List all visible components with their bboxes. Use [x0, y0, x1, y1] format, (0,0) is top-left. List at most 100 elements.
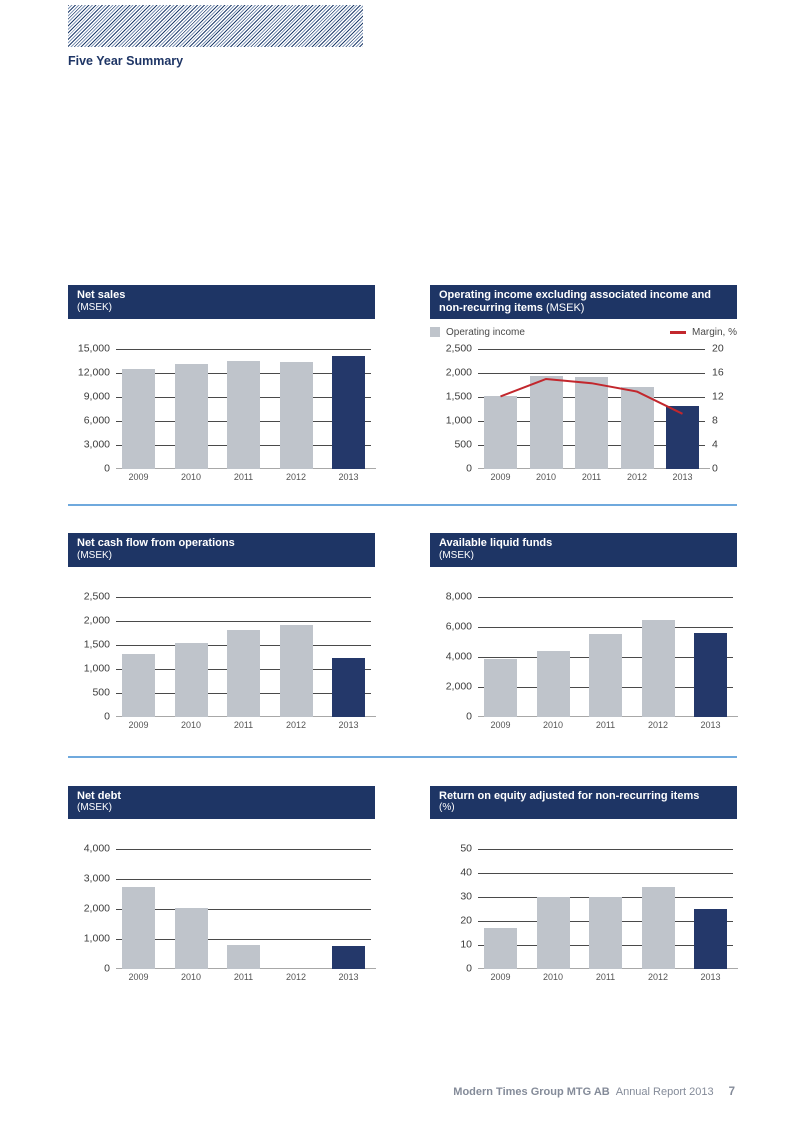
chart-title: Net cash flow from operations — [77, 537, 235, 549]
gridline — [478, 373, 705, 374]
gridline — [116, 939, 371, 940]
gridline — [116, 879, 371, 880]
plot: 0 10 20 30 40 50 — [460, 843, 738, 974]
bar-2011 — [227, 360, 260, 469]
x-axis-labels: 2009 2010 2011 2012 2013 — [478, 472, 705, 482]
chart-net-sales: Net sales (MSEK) 0 3,000 6,000 9,000 12,000 15,… — [68, 285, 376, 482]
y-axis-tick-label: 10 — [460, 938, 472, 951]
right-axis-tick-label: 0 — [712, 462, 718, 475]
y-axis-tick-label: 3,000 — [83, 438, 110, 450]
gray-square-swatch-icon — [430, 327, 440, 337]
chart-row-3: Net debt (MSEK) 0 1,000 2,000 3,000 4,000 2009 2… — [68, 785, 738, 982]
chart-net-debt: Net debt (MSEK) 0 1,000 2,000 3,000 4,000 2009 2… — [68, 785, 376, 982]
gridline — [116, 620, 371, 622]
chart-unit: (%) — [439, 802, 455, 813]
bar-2011 — [227, 945, 260, 969]
chart-header: Net debt (MSEK) — [68, 785, 375, 819]
y-axis-tick-label: 0 — [104, 962, 110, 975]
x-axis-tick-label: 2010 — [180, 471, 202, 482]
right-axis-tick-label: 16 — [712, 366, 724, 379]
right-axis-tick-label: 8 — [712, 414, 718, 427]
bar-2012 — [641, 887, 675, 969]
bar-2009 — [122, 369, 155, 469]
chart-legend: Operating income Margin, % — [430, 326, 737, 338]
y-axis-tick-label: 2,000 — [83, 902, 110, 915]
x-axis-tick-label: 2013 — [338, 719, 359, 730]
striped-banner-pattern — [68, 5, 363, 47]
y-axis-tick-label: 2,000 — [83, 614, 110, 626]
bar-2011 — [227, 630, 260, 717]
y-axis-tick-label: 1,000 — [83, 932, 110, 945]
bar-2013 — [332, 657, 365, 717]
y-axis-tick-label: 12,000 — [77, 366, 110, 378]
right-axis-tick-label: 4 — [712, 438, 718, 451]
chart-unit: (MSEK) — [439, 549, 474, 561]
y-axis-tick-label: 0 — [104, 710, 110, 722]
y-axis-tick-label: 500 — [454, 438, 472, 451]
chart-plot-area: 0 3,000 6,000 9,000 12,000 15,000 — [68, 343, 376, 474]
y-axis-tick-label: 2,500 — [445, 342, 472, 355]
y-axis-tick-label: 6,000 — [83, 414, 110, 426]
x-axis-tick-label: 2012 — [626, 472, 648, 482]
red-line-swatch-icon — [669, 330, 686, 334]
y-axis-tick-label: 30 — [460, 890, 472, 903]
gridline — [116, 596, 371, 598]
bar-2013 — [332, 945, 365, 969]
bar-2013 — [694, 633, 727, 717]
right-axis-tick-label: 20 — [712, 342, 724, 355]
bar-2009 — [122, 886, 155, 969]
plot: 0 500 1,000 1,500 2,000 2,500 0 4 8 12 16 20 — [446, 343, 724, 474]
bar-2010 — [529, 375, 563, 469]
gridline — [116, 909, 371, 910]
bar-2010 — [536, 897, 570, 969]
bar-2009 — [122, 653, 155, 717]
gridline — [116, 849, 371, 850]
x-axis-tick-label: 2013 — [672, 472, 693, 482]
x-axis-tick-label: 2012 — [647, 719, 669, 730]
chart-header: Net cash flow from operations (MSEK) — [68, 533, 375, 567]
y-axis-tick-label: 9,000 — [83, 390, 110, 402]
chart-title: Return on equity adjusted for non-recurr… — [439, 789, 700, 802]
footer-report-title: Annual Report 2013 — [615, 1086, 714, 1098]
x-axis-tick-label: 2009 — [128, 471, 149, 482]
chart-row-2: Net cash flow from operations (MSEK) 0 500 1… — [68, 533, 738, 730]
x-axis-tick-label: 2009 — [128, 719, 149, 730]
y-axis-tick-label: 3,000 — [83, 872, 110, 885]
chart-header: Operating income excluding associated in… — [430, 285, 737, 319]
chart-plot-area: 0 500 1,000 1,500 2,000 2,500 0 4 8 12 16 20 — [430, 343, 737, 474]
plot: 0 3,000 6,000 9,000 12,000 15,000 — [78, 343, 376, 474]
bar-2009 — [484, 928, 517, 969]
footer-company: Modern Times Group MTG AB — [453, 1086, 610, 1098]
plot: 0 1,000 2,000 3,000 4,000 — [84, 843, 376, 974]
bar-2012 — [279, 624, 313, 717]
bar-2010 — [174, 363, 208, 469]
y-axis-tick-label: 15,000 — [77, 342, 110, 354]
x-axis-labels: 2009 2010 2011 2012 2013 — [116, 472, 371, 482]
x-axis-tick-label: 2013 — [700, 972, 721, 982]
y-axis-tick-label: 4,000 — [445, 650, 472, 662]
bar-2009 — [484, 396, 517, 469]
page-title: Five Year Summary — [68, 54, 184, 68]
chart-return-on-equity: Return on equity adjusted for non-recurr… — [430, 785, 738, 982]
chart-plot-area: 0 10 20 30 40 50 — [430, 843, 738, 974]
x-axis-labels: 2009 2010 2011 2012 2013 — [478, 720, 733, 730]
x-axis-tick-label: 2011 — [233, 972, 254, 982]
chart-operating-income: Operating income excluding associated in… — [430, 285, 737, 482]
y-axis-tick-label: 4,000 — [83, 842, 110, 855]
x-axis-tick-label: 2013 — [338, 972, 359, 982]
y-axis-tick-label: 2,000 — [445, 680, 472, 692]
y-axis-tick-label: 1,500 — [445, 390, 472, 403]
x-axis-tick-label: 2012 — [285, 471, 307, 482]
x-axis-tick-label: 2009 — [128, 972, 149, 982]
x-axis-labels: 2009 2010 2011 2012 2013 — [116, 972, 371, 982]
gridline — [478, 849, 733, 850]
chart-plot-area: 0 2,000 4,000 6,000 8,000 — [430, 591, 738, 722]
bar-group — [116, 349, 371, 469]
x-axis-tick-label: 2010 — [180, 719, 202, 730]
chart-title: Net debt — [77, 789, 121, 802]
x-axis-tick-label: 2010 — [180, 972, 202, 982]
bar-2012 — [620, 387, 654, 469]
x-axis-tick-label: 2011 — [595, 972, 616, 982]
y-axis-tick-label: 1,000 — [445, 414, 472, 427]
y-axis-tick-label: 0 — [466, 962, 472, 975]
